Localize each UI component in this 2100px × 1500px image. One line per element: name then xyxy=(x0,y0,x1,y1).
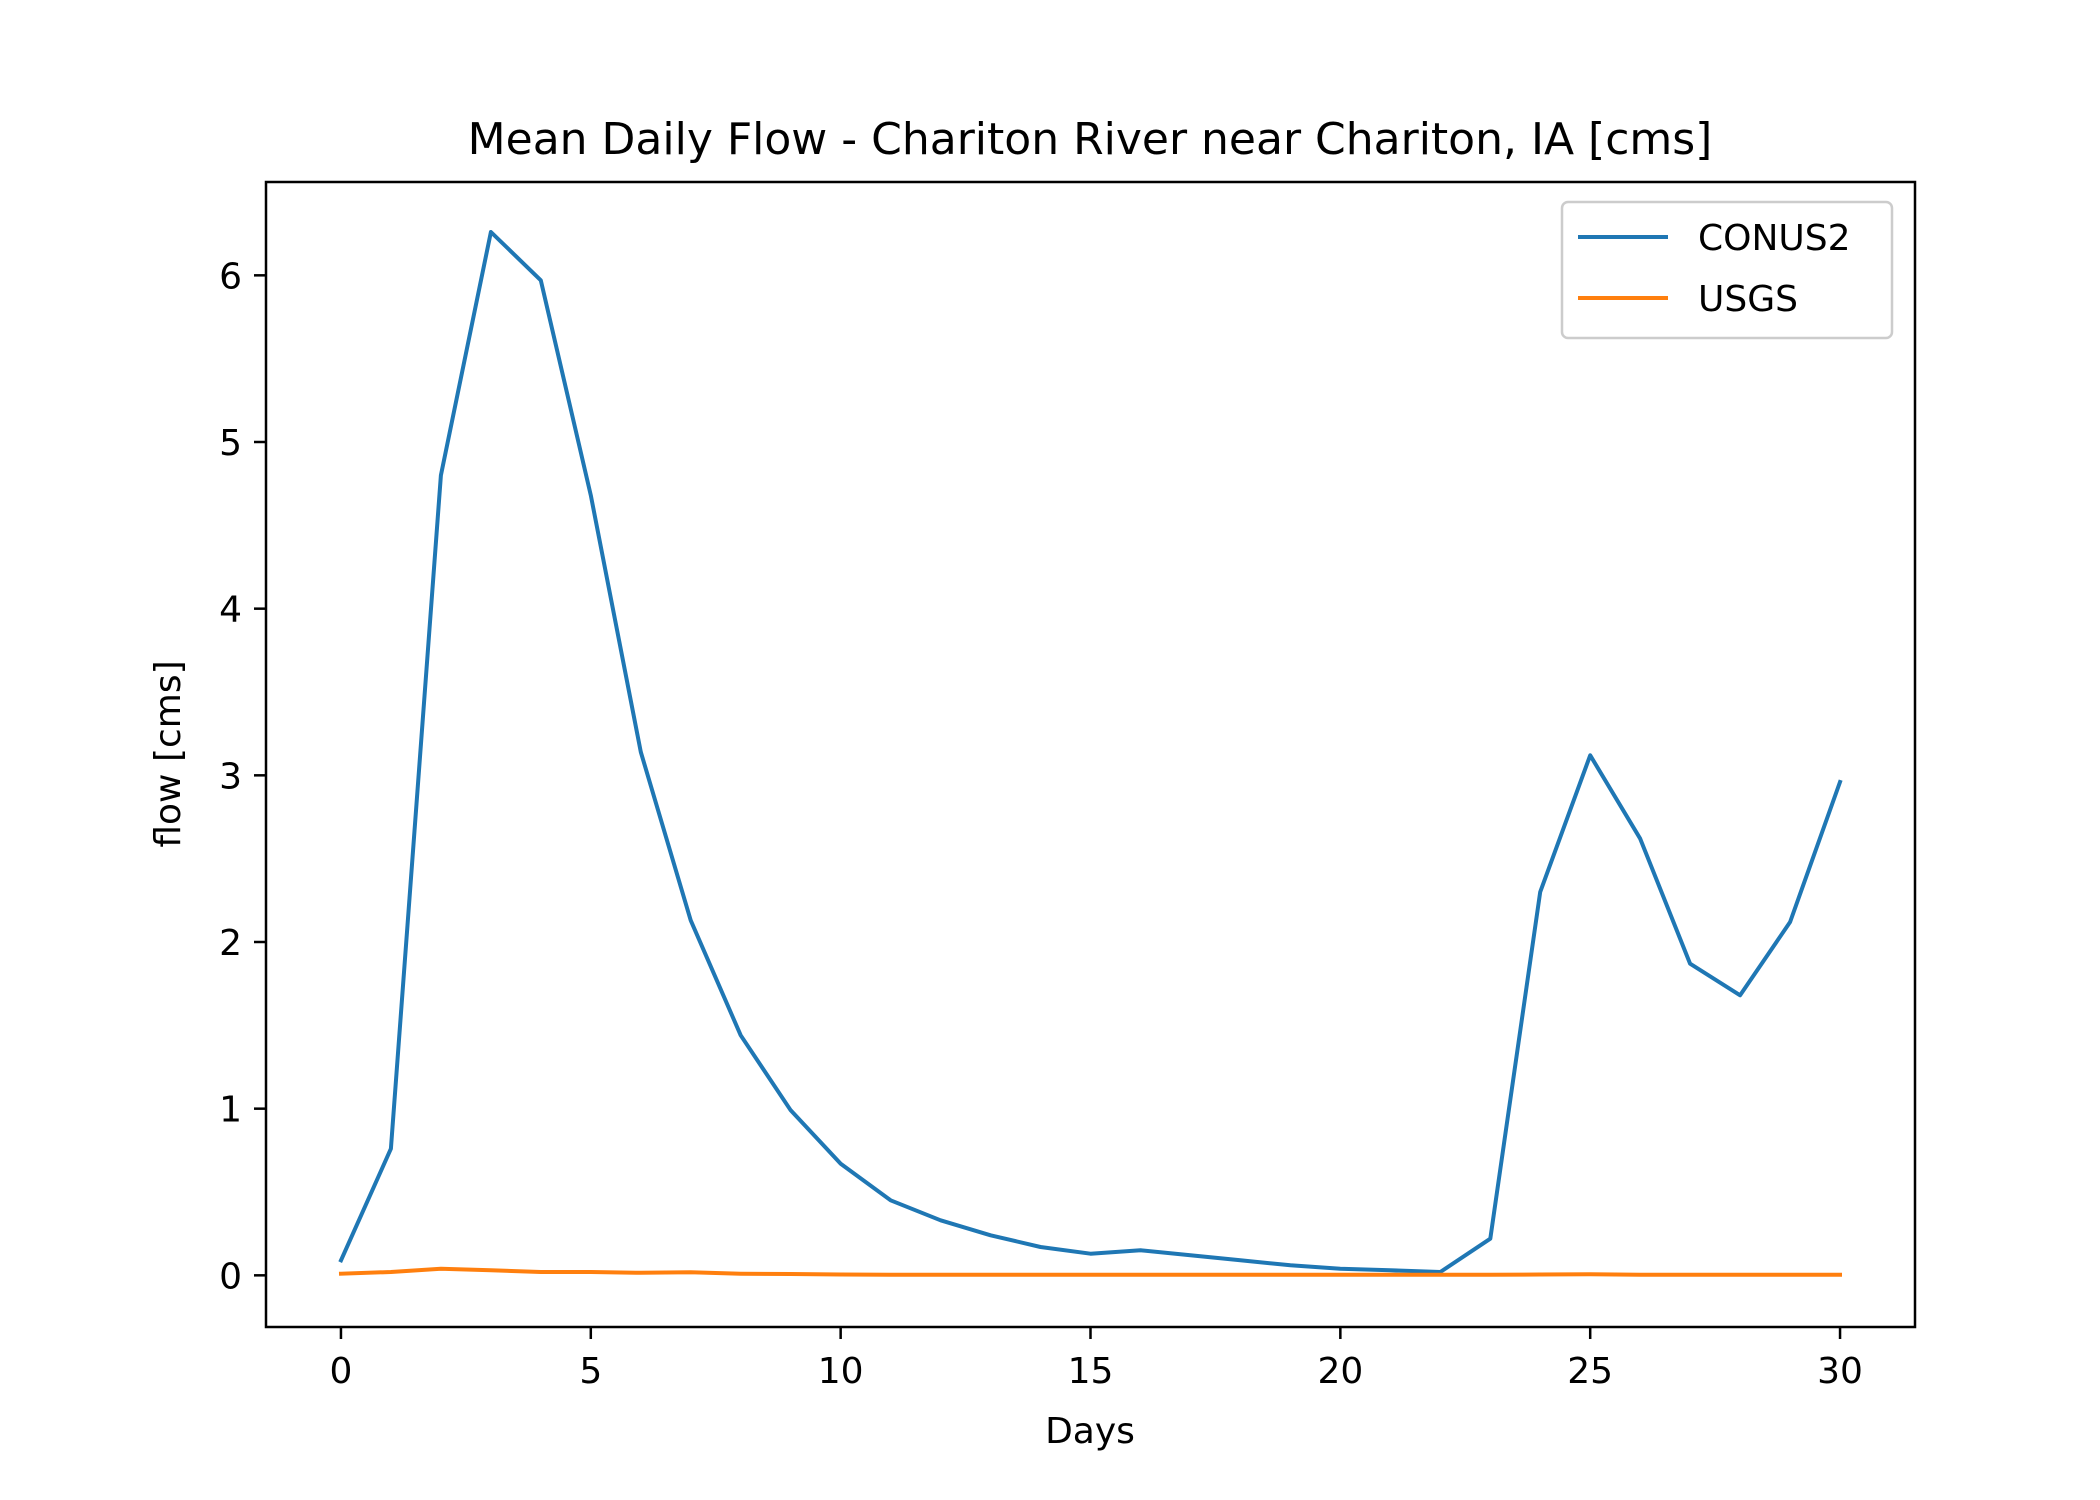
x-tick-label: 25 xyxy=(1567,1351,1613,1392)
series-layer xyxy=(338,230,1843,1277)
x-axis-label: Days xyxy=(1045,1411,1135,1452)
y-axis-label: flow [cms] xyxy=(148,660,189,847)
y-tick-label: 4 xyxy=(219,590,242,631)
x-tick-label: 20 xyxy=(1317,1351,1363,1392)
series-line-conus2 xyxy=(338,230,1843,1274)
y-tick-label: 2 xyxy=(219,923,242,964)
y-tick-label: 6 xyxy=(219,256,242,297)
x-tick-label: 15 xyxy=(1068,1351,1114,1392)
chart-title: Mean Daily Flow - Chariton River near Ch… xyxy=(468,114,1713,165)
legend-label-conus2: CONUS2 xyxy=(1698,218,1851,259)
legend-label-usgs: USGS xyxy=(1698,279,1798,320)
y-tick-label: 3 xyxy=(219,756,242,797)
x-tick-label: 10 xyxy=(818,1351,864,1392)
x-tick-label: 30 xyxy=(1817,1351,1863,1392)
x-tick-label: 0 xyxy=(330,1351,353,1392)
y-tick-label: 0 xyxy=(219,1256,242,1297)
series-line-usgs xyxy=(338,1266,1842,1277)
legend: CONUS2 USGS xyxy=(1560,200,1894,340)
y-tick-label: 5 xyxy=(219,423,242,464)
x-axis: 0 5 10 15 20 25 30 xyxy=(330,1327,1863,1392)
y-axis: 0 1 2 3 4 5 6 xyxy=(219,256,266,1297)
y-tick-label: 1 xyxy=(219,1090,242,1131)
x-tick-label: 5 xyxy=(579,1351,602,1392)
